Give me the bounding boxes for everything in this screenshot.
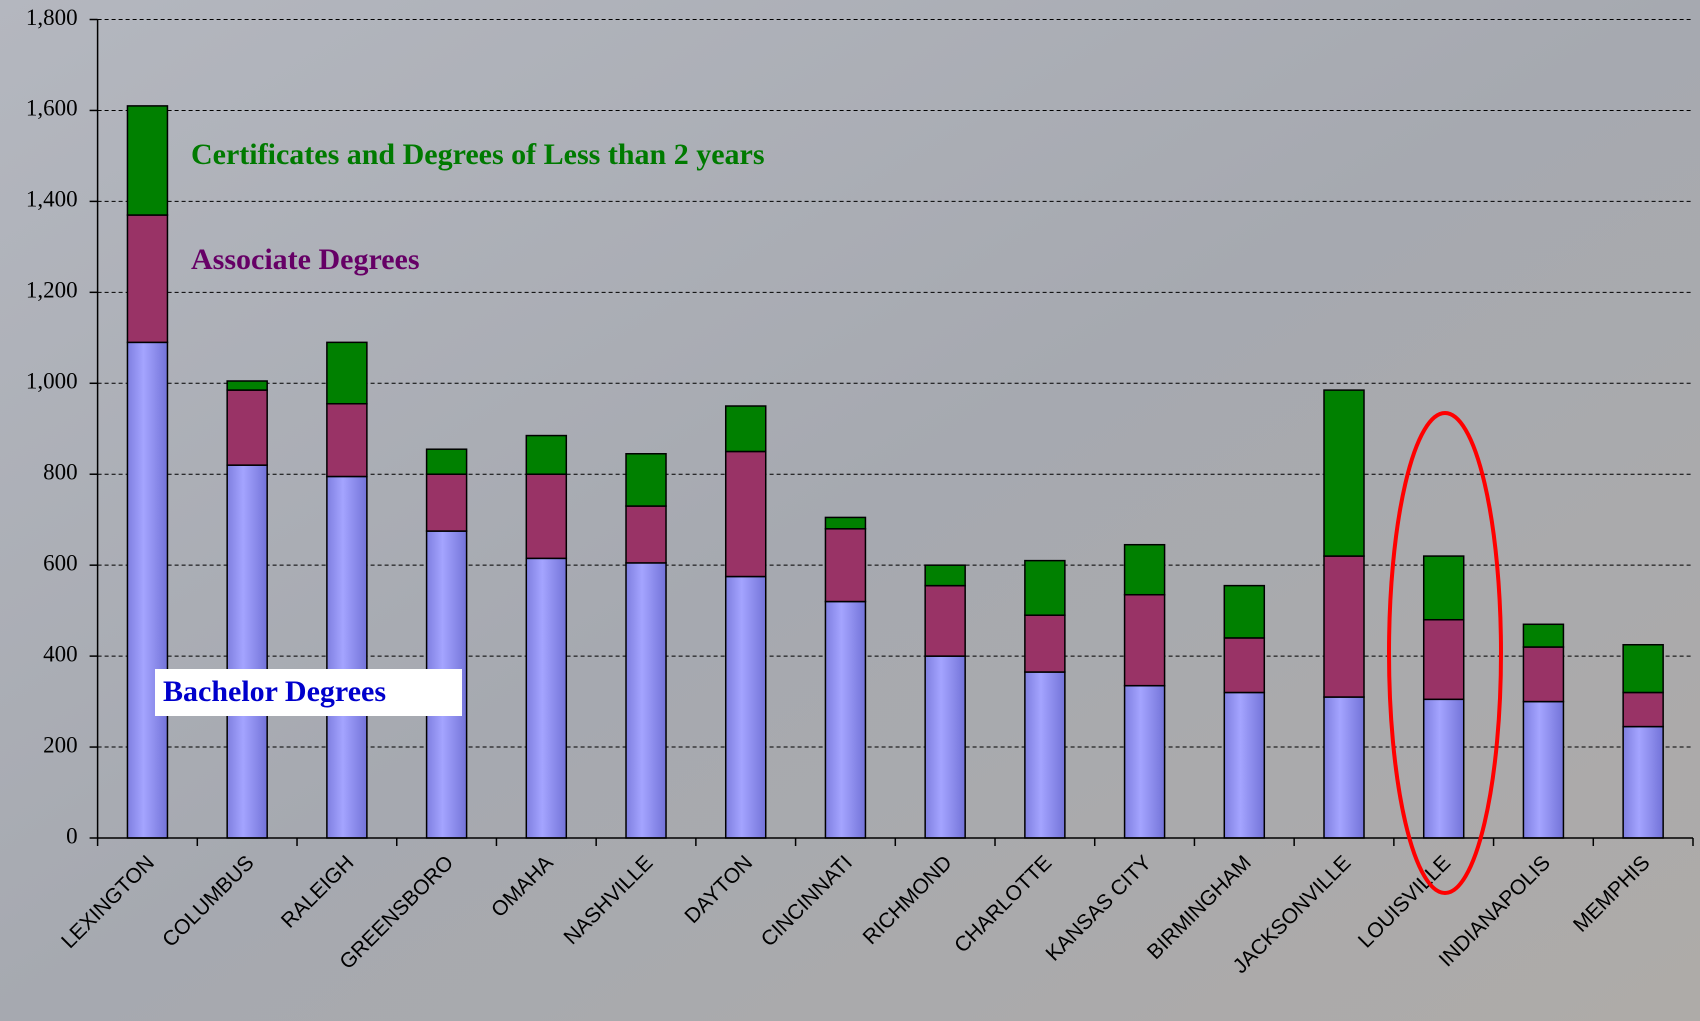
bar-segment: [1422, 618, 1465, 701]
bar-segment: [1024, 559, 1066, 616]
bar-segment: [1422, 698, 1465, 839]
y-tick-label: 800: [43, 460, 78, 485]
bar-segment: [326, 475, 368, 839]
bar-segment: [1024, 614, 1066, 673]
bar-segment: [1223, 584, 1266, 639]
bar-segment: [126, 105, 169, 216]
bar-segment: [724, 575, 767, 839]
bar-segment: [425, 473, 468, 532]
bar-segment: [1622, 725, 1664, 839]
legend-box: [155, 669, 462, 716]
bar-segment: [1323, 555, 1365, 698]
bar-segment: [724, 405, 767, 453]
y-tick-label: 1,800: [26, 5, 78, 30]
bar-segment: [1622, 643, 1664, 694]
bar-segment: [1522, 646, 1565, 703]
bar-segment: [1323, 389, 1365, 557]
legend-label: Certificates and Degrees of Less than 2 …: [191, 138, 765, 171]
bar-segment: [924, 655, 966, 839]
bar-segment: [1024, 671, 1066, 839]
bar-segment: [1123, 593, 1166, 687]
bar-segment: [326, 402, 368, 478]
bar-segment: [924, 584, 966, 657]
bar-segment: [226, 380, 268, 391]
bar-segment: [1522, 623, 1565, 648]
y-tick-label: 1,400: [26, 187, 78, 212]
bar-segment: [724, 450, 767, 578]
bar-segment: [1223, 691, 1266, 839]
bar-segment: [1123, 543, 1166, 596]
bar-segment: [425, 448, 468, 475]
bar-segment: [525, 473, 568, 560]
y-tick-label: 600: [43, 550, 78, 575]
bar-segment: [1223, 637, 1266, 694]
bar-segment: [924, 564, 966, 587]
bar-segment: [824, 600, 867, 839]
y-tick-label: 400: [43, 641, 78, 666]
bar-segment: [1323, 696, 1365, 839]
y-tick-label: 200: [43, 732, 78, 757]
bar-segment: [625, 562, 667, 839]
bar-segment: [625, 453, 667, 507]
y-tick-label: 0: [66, 823, 78, 848]
bar-segment: [226, 464, 268, 839]
bar-segment: [824, 528, 867, 603]
bar-segment: [126, 214, 169, 344]
bar-segment: [1622, 691, 1664, 728]
bar-segment: [824, 516, 867, 530]
bar-segment: [1123, 684, 1166, 839]
bar-segment: [226, 389, 268, 466]
bar-segment: [326, 341, 368, 405]
legend-label: Associate Degrees: [191, 243, 420, 276]
bar-segment: [525, 557, 568, 839]
highlight-ellipse: [1387, 411, 1503, 895]
bar-segment: [525, 434, 568, 475]
legend-label: Bachelor Degrees: [163, 675, 386, 708]
y-tick-label: 1,200: [26, 278, 78, 303]
y-tick-label: 1,000: [26, 369, 78, 394]
bar-segment: [1522, 700, 1565, 839]
bar-segment: [1422, 555, 1465, 621]
bar-segment: [126, 341, 169, 839]
y-tick-label: 1,600: [26, 96, 78, 121]
bar-segment: [625, 505, 667, 564]
